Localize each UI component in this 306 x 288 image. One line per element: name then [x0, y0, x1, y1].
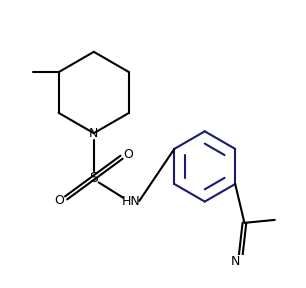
Text: HN: HN	[121, 195, 140, 208]
Text: O: O	[54, 194, 64, 207]
Text: S: S	[89, 170, 98, 185]
Text: N: N	[89, 127, 99, 140]
Text: O: O	[123, 148, 133, 161]
Text: N: N	[231, 255, 240, 268]
